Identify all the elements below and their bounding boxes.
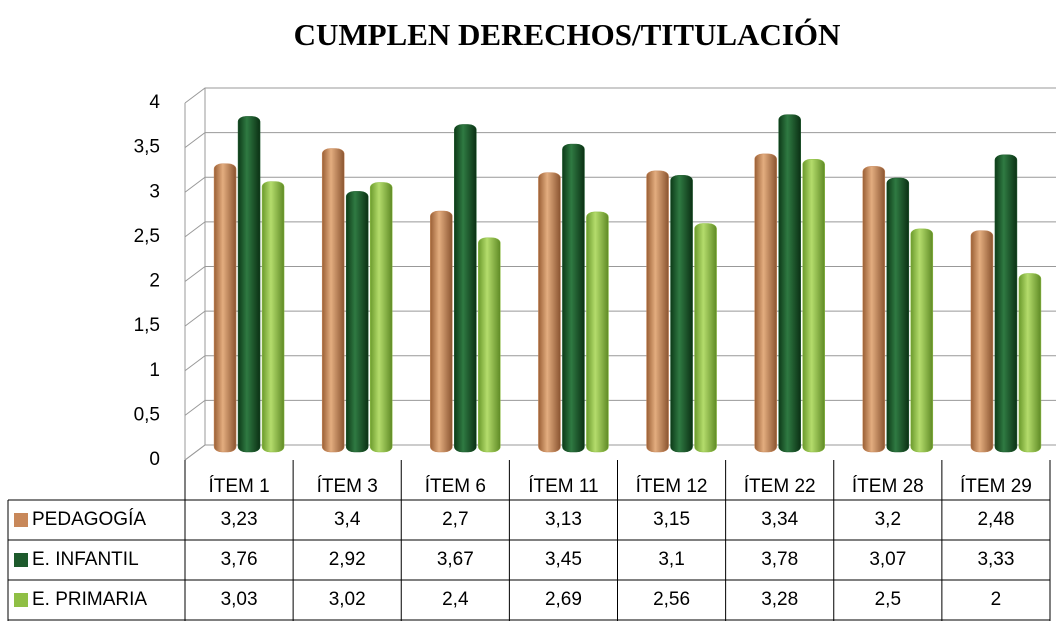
legend-label: E. PRIMARIA xyxy=(32,589,147,610)
legend-swatch xyxy=(14,513,28,527)
bar xyxy=(694,223,717,453)
bar xyxy=(454,124,477,453)
x-tick-label: ÍTEM 22 xyxy=(744,476,816,497)
bar xyxy=(886,177,910,453)
bar xyxy=(478,237,501,453)
table-value: 2 xyxy=(991,589,1002,610)
grid-line xyxy=(184,87,1056,104)
table-value: 3,76 xyxy=(221,549,258,570)
bar xyxy=(754,153,777,453)
bar xyxy=(538,172,561,453)
y-tick-label: 0,5 xyxy=(134,404,160,425)
bar xyxy=(586,211,609,453)
legend-label: PEDAGOGÍA xyxy=(32,509,146,530)
x-tick-label: ÍTEM 3 xyxy=(317,476,378,497)
bar xyxy=(802,159,825,453)
x-tick-label: ÍTEM 29 xyxy=(960,476,1032,497)
bar xyxy=(970,230,994,453)
bar xyxy=(369,182,393,453)
bar xyxy=(237,116,261,453)
x-tick-label: ÍTEM 11 xyxy=(528,476,598,497)
y-tick-label: 3 xyxy=(149,181,160,202)
table-value: 3,23 xyxy=(221,509,258,530)
table-value: 3,15 xyxy=(653,509,690,530)
table-value: 3,28 xyxy=(761,589,798,610)
table-value: 3,02 xyxy=(329,589,366,610)
x-tick-label: ÍTEM 12 xyxy=(636,476,708,497)
y-tick-label: 0 xyxy=(149,449,160,470)
y-tick-label: 1,5 xyxy=(134,315,160,336)
x-tick-label: ÍTEM 6 xyxy=(425,476,486,497)
x-tick-label: ÍTEM 28 xyxy=(852,476,924,497)
bar xyxy=(646,170,669,453)
table-value: 2,69 xyxy=(545,589,582,610)
table-value: 3,13 xyxy=(545,509,582,530)
table-value: 2,48 xyxy=(977,509,1014,530)
table-value: 3,34 xyxy=(761,509,798,530)
x-tick-label: ÍTEM 1 xyxy=(208,476,269,497)
table-value: 3,4 xyxy=(334,509,361,530)
table-value: 3,2 xyxy=(875,509,901,530)
bar xyxy=(213,163,237,453)
y-tick-label: 3,5 xyxy=(134,137,160,158)
table-value: 3,45 xyxy=(545,549,582,570)
table-value: 3,78 xyxy=(761,549,798,570)
legend-label: E. INFANTIL xyxy=(32,549,139,570)
chart-title: CUMPLEN DERECHOS/TITULACIÓN xyxy=(294,17,841,52)
table-value: 3,67 xyxy=(437,549,474,570)
bar xyxy=(430,210,453,453)
bar xyxy=(778,114,801,453)
table-value: 3,33 xyxy=(977,549,1014,570)
table-value: 3,1 xyxy=(658,549,684,570)
bar xyxy=(670,175,693,453)
table-value: 2,5 xyxy=(875,589,901,610)
table-value: 2,92 xyxy=(329,549,366,570)
grid-line xyxy=(184,132,1056,149)
bar xyxy=(345,191,369,453)
y-tick-label: 4 xyxy=(149,92,160,113)
bar xyxy=(862,166,886,453)
bar xyxy=(1018,273,1042,453)
bar xyxy=(321,148,345,453)
table-value: 3,03 xyxy=(221,589,258,610)
bar xyxy=(994,154,1018,453)
bar xyxy=(910,228,934,453)
y-tick-label: 2 xyxy=(149,271,160,292)
table-value: 2,7 xyxy=(442,509,468,530)
bar xyxy=(261,181,285,453)
y-tick-label: 2,5 xyxy=(134,226,160,247)
table-value: 3,07 xyxy=(869,549,906,570)
legend-swatch xyxy=(14,593,28,607)
grid-line xyxy=(184,176,1056,193)
legend-swatch xyxy=(14,553,28,567)
table-value: 2,56 xyxy=(653,589,690,610)
y-tick-label: 1 xyxy=(149,360,160,381)
bar xyxy=(562,143,585,453)
table-value: 2,4 xyxy=(442,589,469,610)
